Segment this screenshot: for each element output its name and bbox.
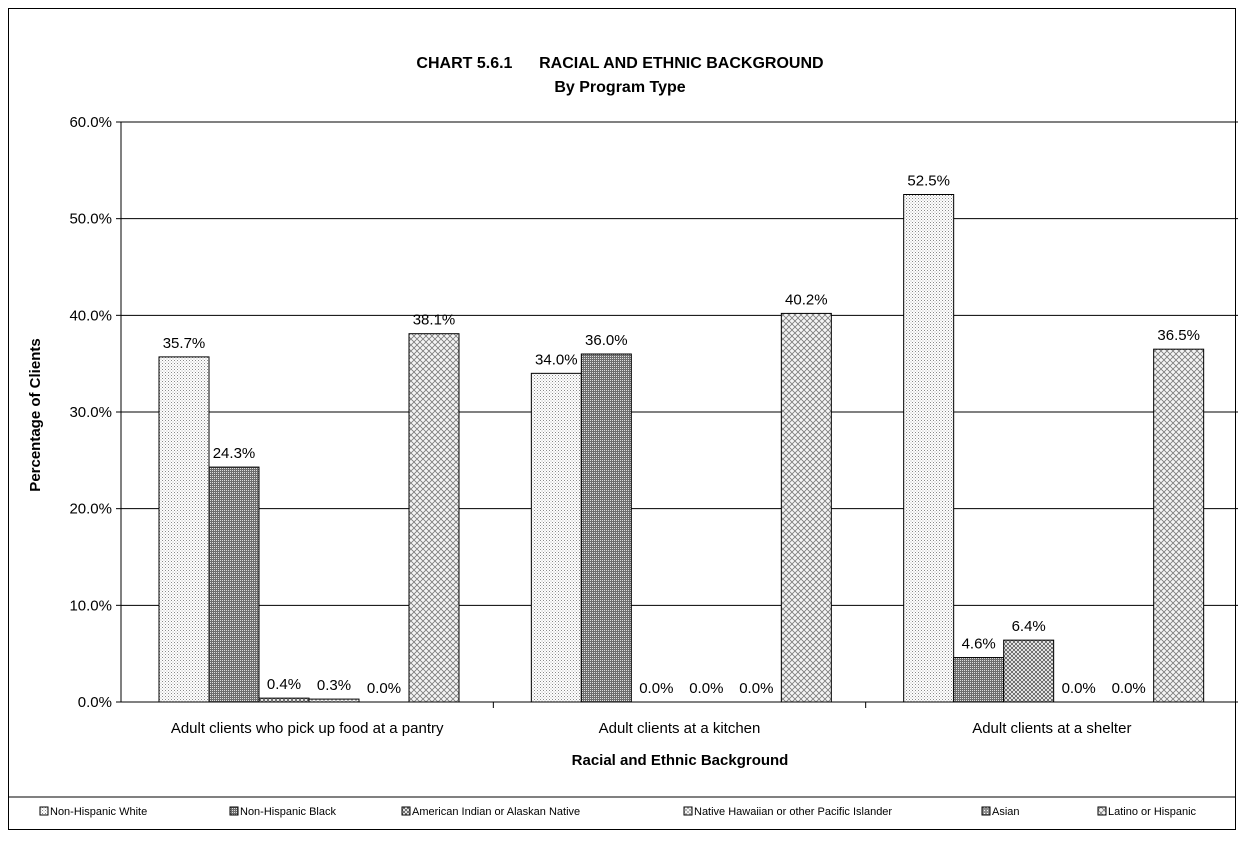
data-label: 24.3% bbox=[213, 445, 256, 462]
data-label: 36.0% bbox=[585, 332, 628, 349]
data-label: 0.0% bbox=[689, 680, 723, 697]
data-label: 38.1% bbox=[413, 312, 456, 329]
bar bbox=[208, 466, 260, 703]
legend: Non-Hispanic White Non-Hispanic Black Amer… bbox=[39, 806, 1197, 818]
data-label: 35.7% bbox=[163, 335, 206, 352]
legend-label: American Indian or Alaskan Native bbox=[412, 806, 580, 818]
data-label: 52.5% bbox=[907, 173, 950, 190]
bar bbox=[258, 697, 310, 703]
x-axis-title: Racial and Ethnic Background bbox=[572, 752, 789, 769]
legend-swatch bbox=[229, 806, 239, 816]
bars bbox=[158, 194, 1205, 703]
bar bbox=[1153, 348, 1205, 703]
y-tick-label: 0.0% bbox=[78, 694, 112, 711]
data-label: 40.2% bbox=[785, 291, 828, 308]
data-label: 0.0% bbox=[639, 680, 673, 697]
legend-label: Asian bbox=[992, 806, 1020, 818]
bar bbox=[953, 657, 1005, 703]
data-label: 6.4% bbox=[1012, 618, 1046, 635]
data-label: 4.6% bbox=[962, 636, 996, 653]
chart-subtitle: By Program Type bbox=[554, 79, 685, 96]
data-label: 0.3% bbox=[317, 677, 351, 694]
data-label: 0.0% bbox=[739, 680, 773, 697]
data-label: 0.0% bbox=[367, 680, 401, 697]
bar bbox=[158, 356, 210, 703]
y-tick-label: 40.0% bbox=[69, 307, 112, 324]
data-label: 0.4% bbox=[267, 676, 301, 693]
legend-swatch bbox=[683, 806, 693, 816]
x-axis-categories: Adult clients who pick up food at a pant… bbox=[171, 720, 1132, 737]
legend-swatch bbox=[1097, 806, 1107, 816]
bar bbox=[1003, 639, 1055, 703]
legend-label: Native Hawaiian or other Pacific Islande… bbox=[694, 806, 892, 818]
y-tick-label: 50.0% bbox=[69, 211, 112, 228]
legend-label: Non-Hispanic Black bbox=[240, 806, 336, 818]
legend-swatch bbox=[401, 806, 411, 816]
y-tick-label: 30.0% bbox=[69, 404, 112, 421]
bar bbox=[530, 372, 582, 703]
y-axis-title: Percentage of Clients bbox=[27, 338, 44, 491]
data-label: 0.0% bbox=[1062, 680, 1096, 697]
x-category-label: Adult clients at a shelter bbox=[972, 720, 1131, 737]
legend-label: Latino or Hispanic bbox=[1108, 806, 1197, 818]
data-label: 0.0% bbox=[1112, 680, 1146, 697]
data-labels: 35.7% 24.3% 0.4% 0.3% 0.0% 38.1% 34.0% 36.0% 0.0… bbox=[163, 173, 1200, 698]
bar bbox=[903, 194, 955, 703]
y-tick-label: 60.0% bbox=[69, 114, 112, 131]
y-tick-label: 20.0% bbox=[69, 501, 112, 518]
bar bbox=[408, 333, 460, 703]
gridlines bbox=[121, 121, 1238, 606]
data-label: 36.5% bbox=[1157, 327, 1200, 344]
chart-title: CHART 5.6.1 RACIAL AND ETHNIC BACKGROUND bbox=[416, 55, 823, 72]
y-axis-ticks: 0.0% 10.0% 20.0% 30.0% 40.0% 50.0% 60.0% bbox=[69, 114, 121, 711]
legend-label: Non-Hispanic White bbox=[50, 806, 147, 818]
x-category-label: Adult clients at a kitchen bbox=[599, 720, 761, 737]
axes bbox=[120, 122, 1238, 708]
legend-swatch bbox=[981, 806, 991, 816]
bar bbox=[580, 353, 632, 703]
x-category-label: Adult clients who pick up food at a pant… bbox=[171, 720, 444, 737]
bar bbox=[780, 312, 832, 703]
y-tick-label: 10.0% bbox=[69, 597, 112, 614]
data-label: 34.0% bbox=[535, 351, 578, 368]
legend-swatch bbox=[39, 806, 49, 816]
